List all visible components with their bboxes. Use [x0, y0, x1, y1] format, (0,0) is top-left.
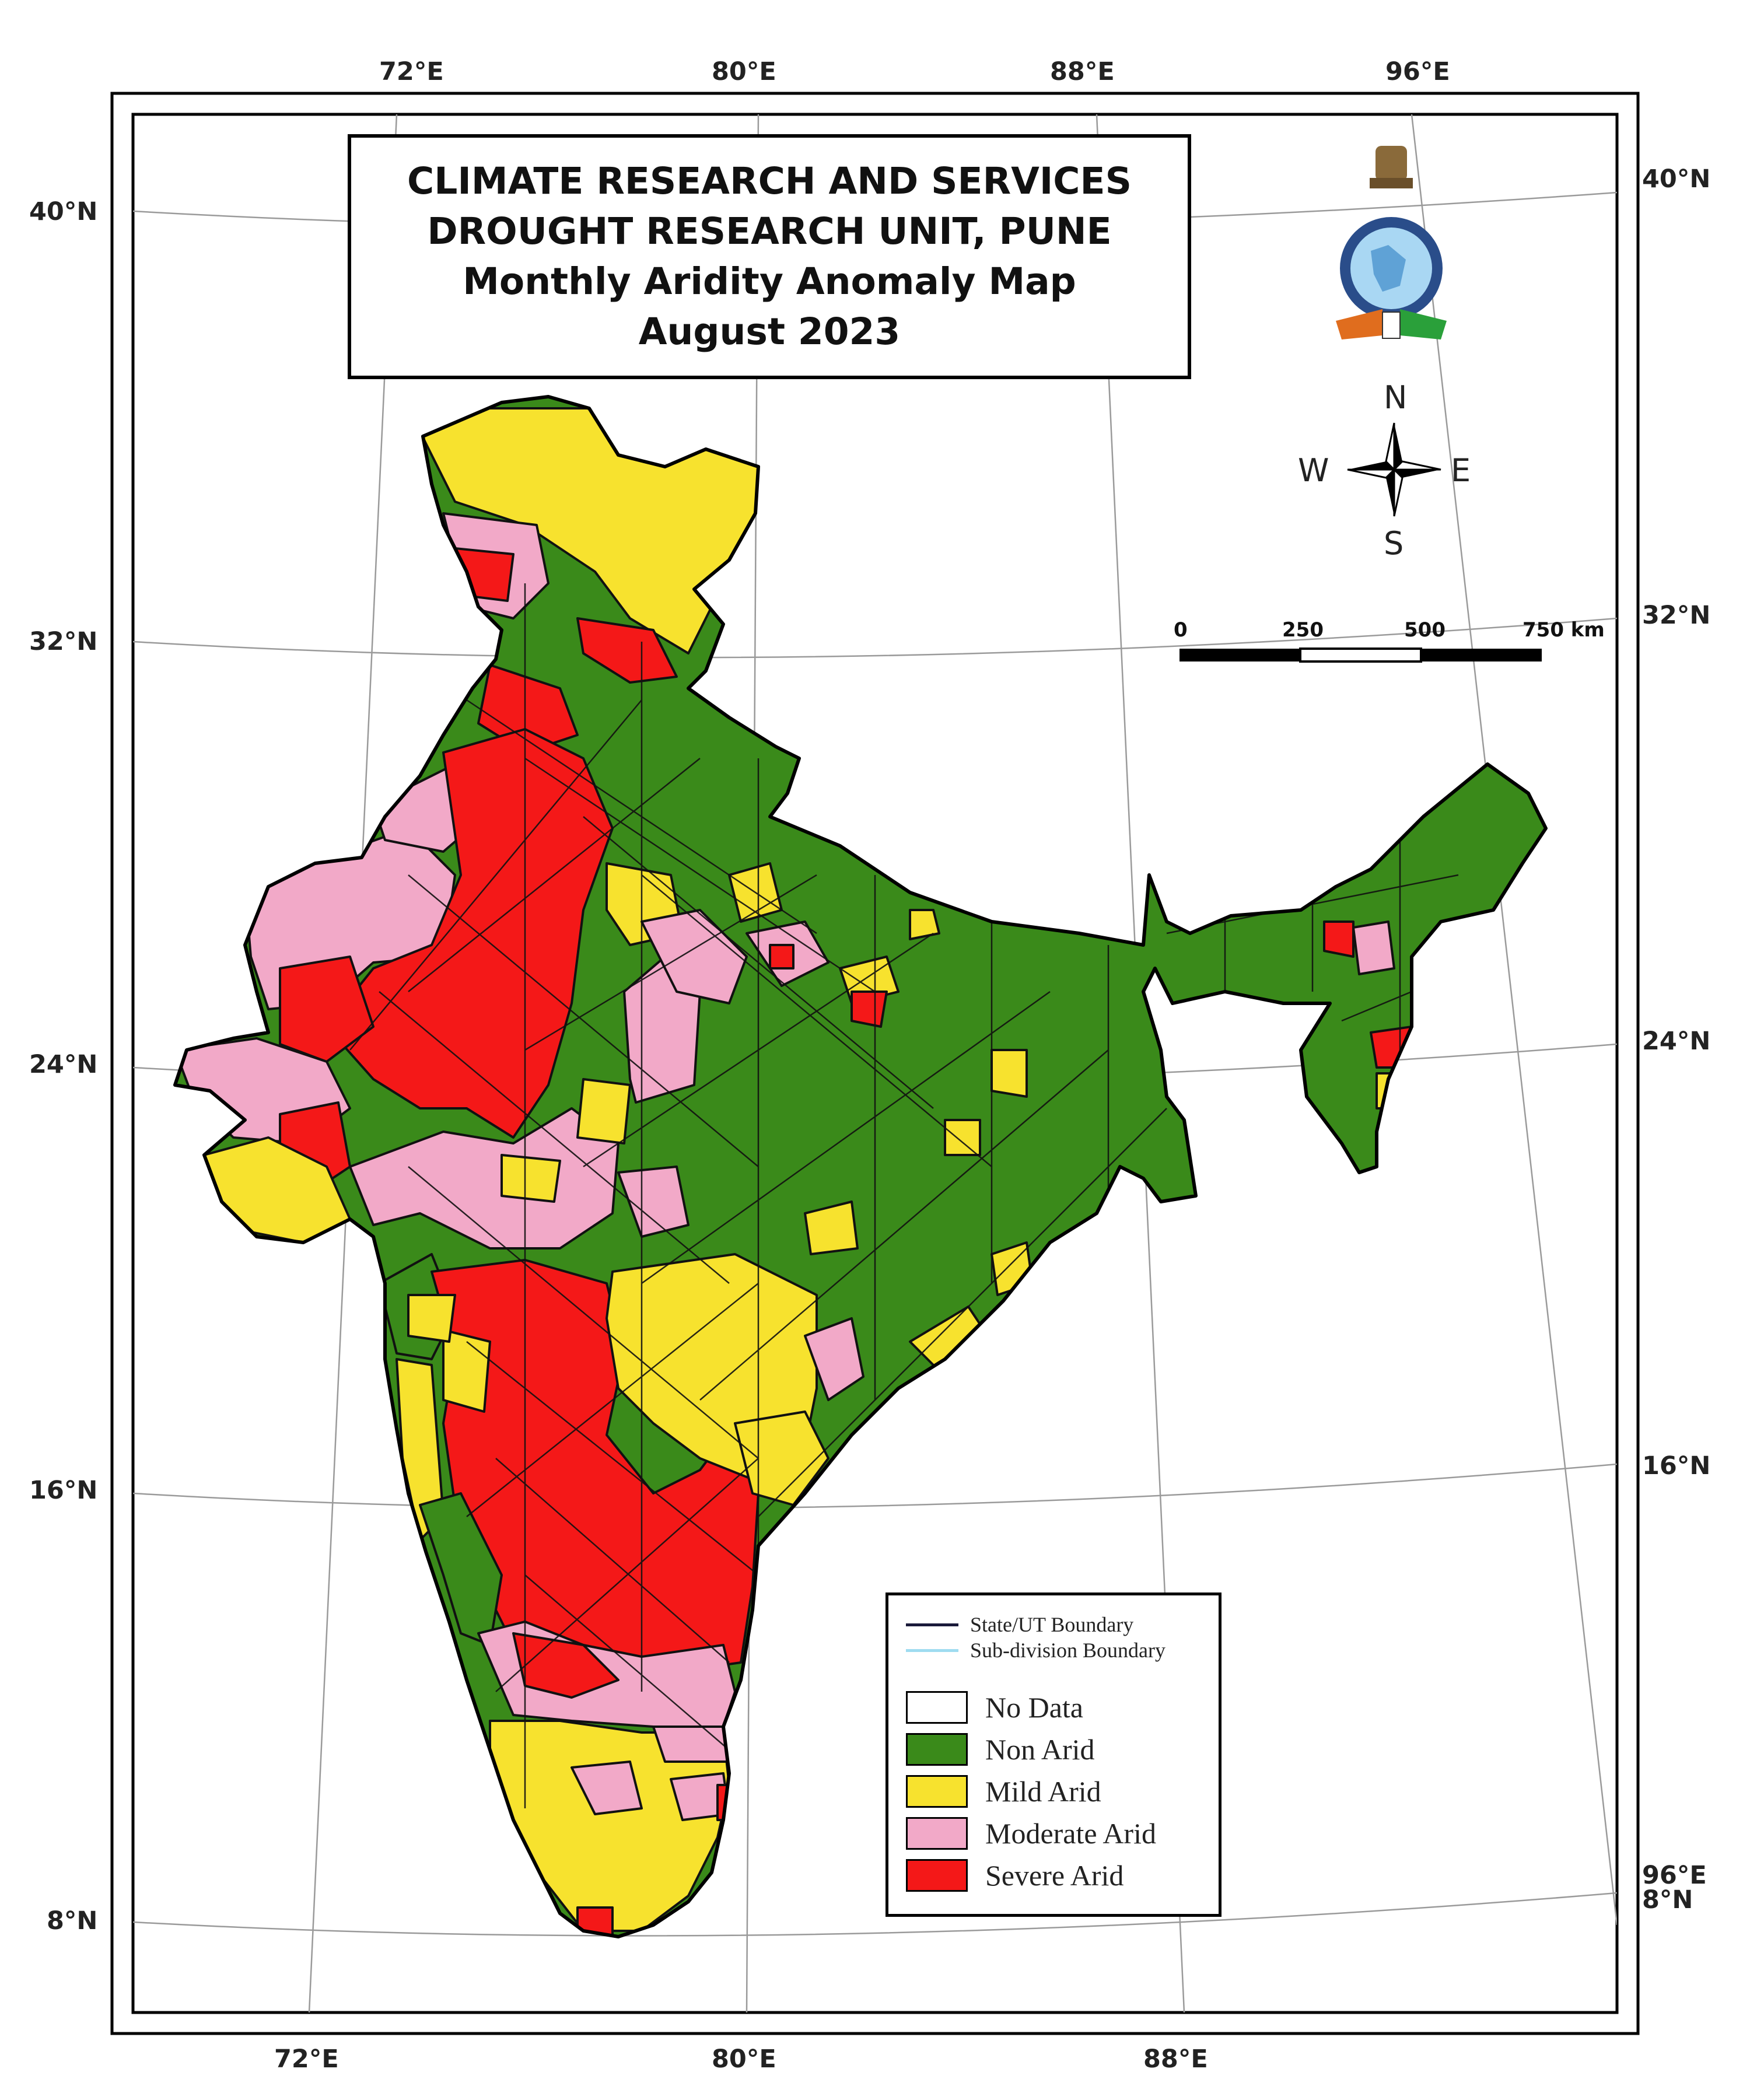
- state-boundary-line-icon: [906, 1623, 958, 1626]
- title-line-1: CLIMATE RESEARCH AND SERVICES: [407, 160, 1132, 202]
- lon-label-top-88: 88°E: [1050, 57, 1115, 86]
- legend-label: Mild Arid: [985, 1775, 1101, 1808]
- lat-label-right-16: 16°N: [1642, 1451, 1711, 1480]
- legend-label: No Data: [985, 1691, 1083, 1724]
- legend-line-label: State/UT Boundary: [970, 1613, 1134, 1636]
- legend-state-boundary: State/UT Boundary: [906, 1613, 1133, 1636]
- map-legend: State/UT Boundary Sub-division Boundary …: [886, 1592, 1222, 1917]
- legend-label: Moderate Arid: [985, 1817, 1156, 1850]
- legend-item-severe-arid: Severe Arid: [906, 1857, 1124, 1894]
- lat-label-left-40: 40°N: [29, 197, 98, 226]
- compass-e: E: [1451, 452, 1471, 489]
- lat-label-right-32: 32°N: [1642, 601, 1711, 630]
- compass-n: N: [1384, 379, 1408, 416]
- moderate-arid-swatch-icon: [906, 1817, 968, 1850]
- legend-subdivision-boundary: Sub-division Boundary: [906, 1639, 1166, 1662]
- lon-label-right-96: 96°E: [1642, 1861, 1707, 1890]
- no-data-swatch-icon: [906, 1691, 968, 1724]
- lon-label-top-96: 96°E: [1385, 57, 1450, 86]
- legend-item-moderate-arid: Moderate Arid: [906, 1815, 1156, 1852]
- lat-label-left-8: 8°N: [47, 1906, 98, 1936]
- scale-label-0: 0: [1174, 618, 1188, 642]
- scale-label-500: 500: [1404, 618, 1446, 642]
- map-title-box: CLIMATE RESEARCH AND SERVICES DROUGHT RE…: [348, 134, 1191, 379]
- compass-rose-icon: [1347, 422, 1441, 517]
- legend-item-mild-arid: Mild Arid: [906, 1773, 1101, 1810]
- legend-line-label: Sub-division Boundary: [970, 1639, 1166, 1662]
- lat-label-right-24: 24°N: [1642, 1027, 1711, 1056]
- compass-w: W: [1298, 452, 1329, 489]
- imd-emblem-icon: [1336, 146, 1447, 340]
- scale-label-750: 750 km: [1522, 618, 1605, 642]
- legend-item-non-arid: Non Arid: [906, 1731, 1095, 1768]
- title-line-3: Monthly Aridity Anomaly Map: [463, 260, 1076, 303]
- mild-arid-swatch-icon: [906, 1775, 968, 1808]
- lon-label-top-80: 80°E: [712, 57, 776, 86]
- lon-label-top-72: 72°E: [379, 57, 444, 86]
- severe-arid-swatch-icon: [906, 1859, 968, 1892]
- scale-bar: [1180, 648, 1542, 663]
- lat-label-right-40: 40°N: [1642, 164, 1711, 194]
- lon-label-bottom-80: 80°E: [712, 2045, 776, 2074]
- legend-label: Non Arid: [985, 1733, 1095, 1766]
- legend-item-no-data: No Data: [906, 1689, 1083, 1726]
- title-line-2: DROUGHT RESEARCH UNIT, PUNE: [427, 210, 1112, 253]
- lat-label-right-8: 8°N: [1642, 1885, 1693, 1915]
- lon-label-bottom-88: 88°E: [1143, 2045, 1208, 2074]
- india-districts: [173, 395, 1548, 1938]
- subdivision-boundary-line-icon: [906, 1648, 958, 1652]
- lat-label-left-32: 32°N: [29, 627, 98, 656]
- scale-label-250: 250: [1282, 618, 1324, 642]
- non-arid-swatch-icon: [906, 1733, 968, 1766]
- title-line-4: August 2023: [638, 310, 901, 353]
- lat-label-left-24: 24°N: [29, 1050, 98, 1079]
- legend-label: Severe Arid: [985, 1859, 1124, 1892]
- lon-label-bottom-72: 72°E: [274, 2045, 339, 2074]
- lat-label-left-16: 16°N: [29, 1476, 98, 1505]
- compass-s: S: [1384, 525, 1404, 562]
